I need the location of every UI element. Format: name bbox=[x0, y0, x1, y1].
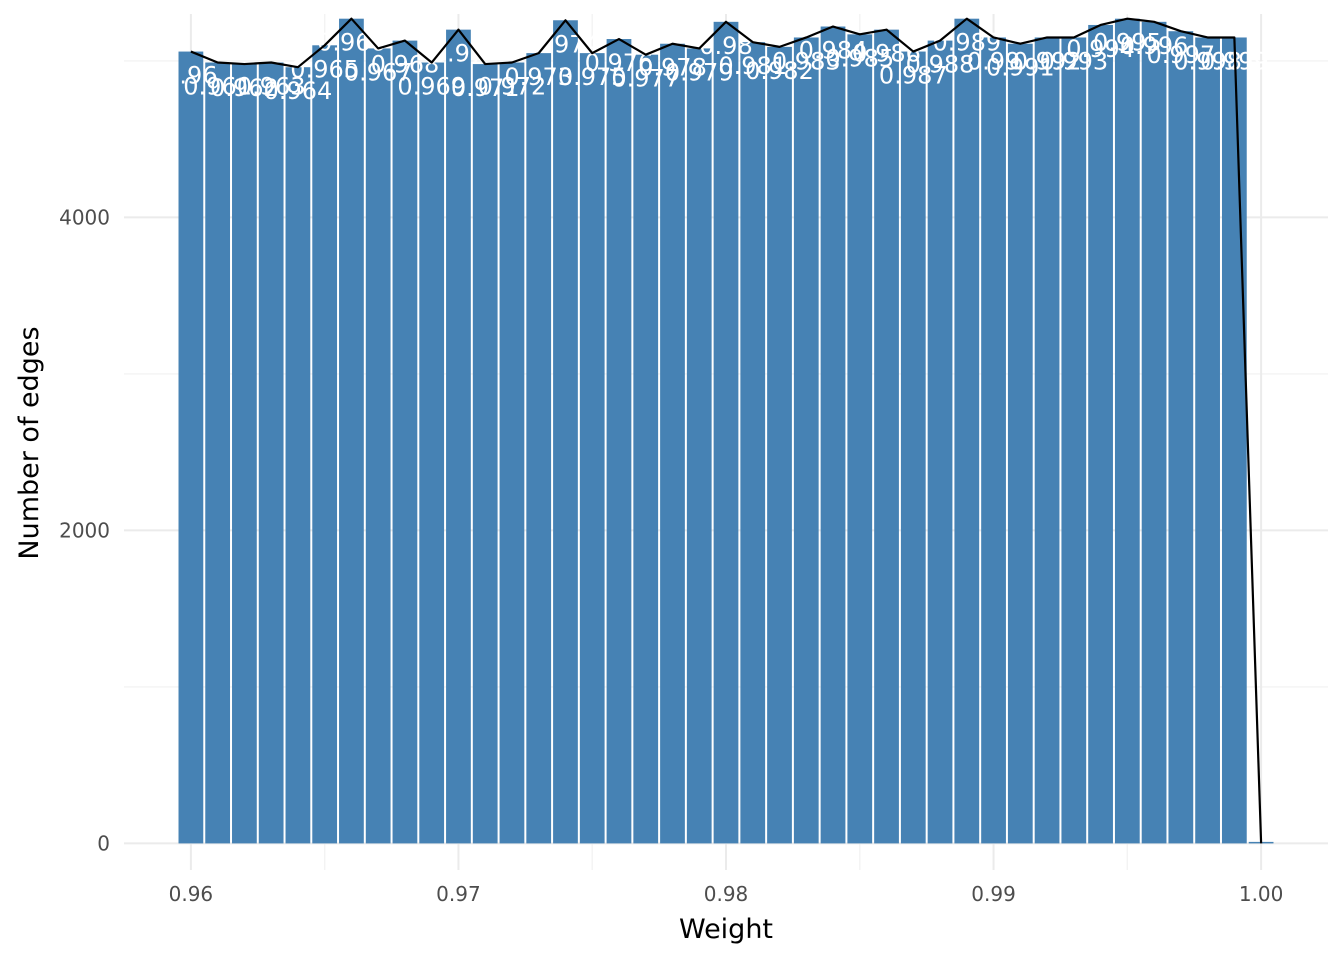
bar-label: 0.989 bbox=[932, 29, 1001, 57]
histogram-bar bbox=[499, 62, 525, 844]
histogram-bar bbox=[419, 62, 445, 844]
histogram-bar bbox=[339, 18, 364, 844]
histogram-bar bbox=[392, 40, 418, 844]
bar-label: 0.984 bbox=[799, 37, 868, 65]
bar-labels: 0.960.9610.9620.9630.9640.9650.9660.9670… bbox=[164, 29, 1269, 106]
x-tick-label: 0.98 bbox=[704, 882, 749, 906]
histogram-bar bbox=[847, 34, 873, 844]
bar-label: 0.961 bbox=[183, 73, 252, 101]
histogram-bar bbox=[713, 21, 739, 844]
bar-label: 0.974 bbox=[531, 30, 600, 58]
x-axis-ticks: 0.96 0.97 0.98 0.99 1.00 bbox=[169, 882, 1284, 906]
y-tick-label: 0 bbox=[97, 831, 110, 855]
histogram-bar bbox=[793, 37, 819, 844]
bar-label: 0.997 bbox=[1146, 41, 1215, 69]
bar-label: 0.995 bbox=[1093, 29, 1162, 57]
histogram-bar bbox=[606, 39, 632, 844]
trend-line bbox=[190, 17, 1263, 844]
histogram-bar bbox=[205, 62, 231, 844]
trend-line-path bbox=[190, 17, 1263, 844]
x-axis-title: Weight bbox=[679, 914, 773, 945]
histogram-bar bbox=[660, 43, 685, 844]
histogram-bar bbox=[740, 42, 766, 844]
histogram-bar bbox=[1168, 31, 1194, 844]
histogram-bar bbox=[1221, 37, 1247, 844]
bar-label: 0.965 bbox=[290, 55, 359, 83]
bar-label: 0.979 bbox=[665, 58, 734, 86]
bar-label: 0.986 bbox=[852, 40, 921, 68]
histogram-bar bbox=[633, 54, 659, 844]
bar-label: 0.977 bbox=[611, 65, 680, 93]
bar-label: 0.964 bbox=[264, 77, 333, 105]
bar-label: 0.988 bbox=[906, 51, 975, 79]
bar-label: 0.978 bbox=[638, 54, 707, 82]
histogram-bar bbox=[767, 46, 792, 844]
histogram-bar bbox=[1088, 24, 1113, 844]
bar-label: 0.998 bbox=[1173, 47, 1242, 75]
bar-label: 0.967 bbox=[344, 58, 413, 86]
bar-label: 0.991 bbox=[986, 54, 1055, 82]
histogram-bar bbox=[981, 37, 1006, 844]
bar-label: 0.963 bbox=[237, 73, 306, 101]
bar-label: 0.968 bbox=[371, 51, 440, 79]
histogram-bar bbox=[258, 62, 284, 844]
histogram-bar bbox=[900, 51, 926, 844]
x-tick-label: 0.96 bbox=[169, 882, 214, 906]
histogram-bar bbox=[365, 48, 391, 844]
bar-label: 0.983 bbox=[772, 47, 841, 75]
histogram-bar bbox=[686, 48, 712, 844]
bar-label: 0.96 bbox=[164, 62, 217, 90]
histogram-bar bbox=[1195, 37, 1220, 844]
y-tick-label: 4000 bbox=[59, 205, 110, 229]
bar-label: 0.973 bbox=[504, 63, 573, 91]
y-tick-label: 2000 bbox=[59, 518, 110, 542]
y-axis-ticks: 0 2000 4000 bbox=[59, 205, 110, 855]
histogram-bar bbox=[232, 64, 257, 844]
bar-label: 0.994 bbox=[1066, 35, 1135, 63]
y-axis-title: Number of edges bbox=[14, 326, 45, 559]
histogram-bar bbox=[954, 18, 980, 844]
bar-label: 0.985 bbox=[825, 44, 894, 72]
histogram-bar bbox=[526, 53, 552, 844]
bar-label: 0.987 bbox=[879, 62, 948, 90]
histogram-bar bbox=[1061, 37, 1087, 844]
histogram-bar bbox=[285, 67, 311, 844]
histogram-bar bbox=[1114, 18, 1140, 844]
histogram-bar bbox=[553, 20, 578, 844]
histogram-bar bbox=[178, 51, 204, 844]
bar-label: 0.99 bbox=[967, 47, 1020, 75]
x-tick-label: 0.99 bbox=[971, 882, 1016, 906]
bar-label: 0.993 bbox=[1039, 47, 1108, 75]
histogram-bar bbox=[472, 64, 498, 844]
histogram-bar bbox=[1141, 21, 1167, 844]
bar-label: 0.992 bbox=[1013, 47, 1082, 75]
bar-label: 0.982 bbox=[745, 57, 814, 85]
bar-label: 0.996 bbox=[1120, 32, 1189, 60]
bar-label: 0.972 bbox=[478, 73, 547, 101]
bar-label: 0.971 bbox=[451, 74, 520, 102]
histogram-bar bbox=[927, 40, 953, 844]
bar-label: 0.981 bbox=[718, 52, 787, 80]
histogram-bar bbox=[579, 53, 605, 844]
bar-label: 0.962 bbox=[210, 74, 279, 102]
x-tick-label: 1.00 bbox=[1239, 882, 1284, 906]
x-tick-label: 0.97 bbox=[436, 882, 481, 906]
histogram-bar bbox=[820, 26, 846, 844]
bars bbox=[178, 18, 1274, 844]
bar-label: 0.975 bbox=[558, 63, 627, 91]
bar-label: 0.969 bbox=[397, 73, 466, 101]
histogram-bar bbox=[874, 29, 899, 844]
histogram-bar bbox=[1007, 43, 1033, 844]
histogram-bar bbox=[446, 29, 471, 844]
histogram-bar bbox=[1034, 37, 1060, 844]
histogram-bar bbox=[312, 45, 338, 844]
